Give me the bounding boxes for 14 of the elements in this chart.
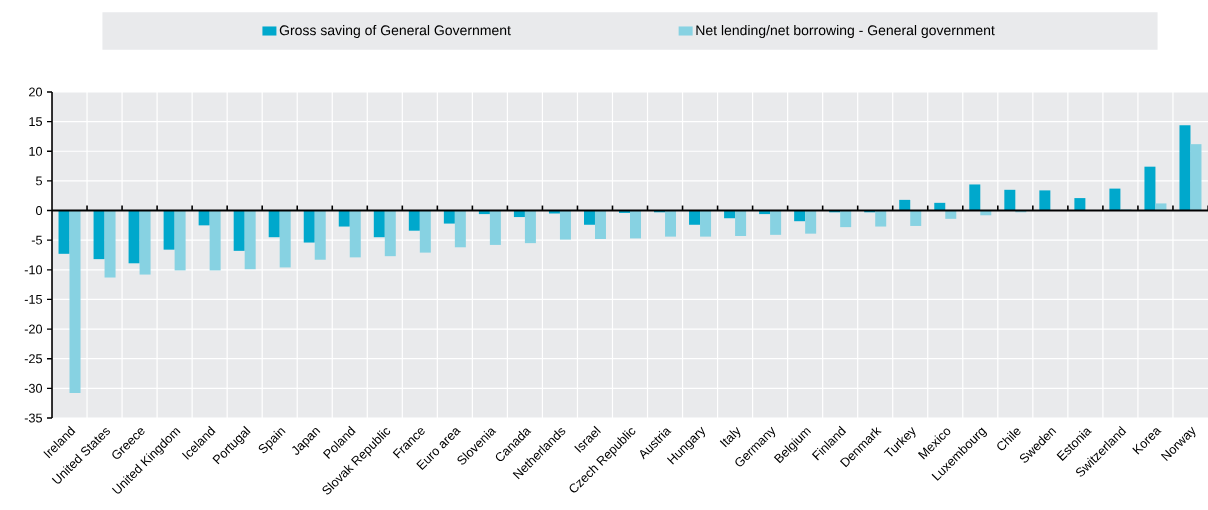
- legend-label: Gross saving of General Government: [279, 24, 511, 39]
- y-tick-label: -35: [24, 413, 42, 423]
- y-tick-label: -15: [24, 295, 42, 304]
- y-tick-label: -10: [24, 265, 43, 275]
- y-tick-label: -25: [24, 354, 42, 364]
- legend-label: Net lending/net borrowing - General government: [696, 24, 995, 39]
- y-tick-label: -5: [31, 235, 42, 245]
- y-tick-label: 10: [29, 146, 43, 156]
- y-tick-label: 20: [29, 87, 43, 97]
- y-tick-label: -20: [24, 324, 43, 334]
- y-tick-label: -30: [24, 383, 43, 393]
- y-tick-label: 15: [29, 117, 42, 127]
- y-tick-label: 0: [35, 206, 43, 216]
- y-tick-label: 5: [35, 176, 42, 186]
